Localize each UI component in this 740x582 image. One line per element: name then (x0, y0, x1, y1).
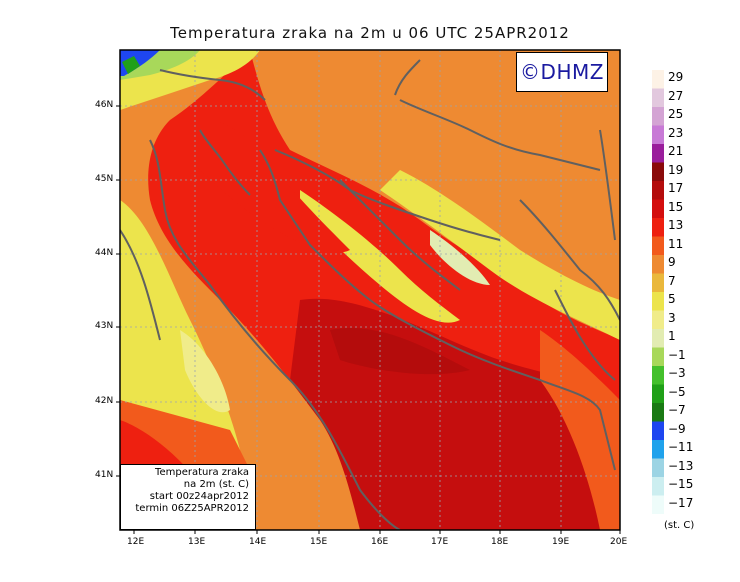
legend-label: −7 (668, 403, 686, 417)
sea-core-19 (330, 328, 470, 375)
legend-label: 13 (668, 218, 684, 232)
info-line-2: na 2m (st. C) (183, 479, 249, 490)
north-adriatic (180, 117, 350, 253)
legend-label: −17 (668, 495, 694, 510)
lat-label-41n: 41N (95, 470, 114, 480)
legend-label: 1 (668, 329, 676, 343)
legend-label: −3 (668, 366, 686, 380)
plot-frame (119, 49, 621, 531)
legend-label: 11 (668, 236, 684, 251)
legend-label: 29 (668, 70, 684, 84)
lat-label-43n: 43N (95, 321, 114, 331)
legend-label: −5 (668, 384, 686, 399)
legend-label: −1 (668, 347, 686, 362)
info-line-1: Temperatura zraka (155, 467, 249, 478)
legend-label: 27 (668, 88, 684, 103)
lon-label-13e: 13E (188, 537, 206, 547)
lat-label-45n: 45N (95, 174, 114, 184)
lat-label-44n: 44N (95, 248, 114, 258)
mountain-cool (430, 230, 490, 285)
info-line-3: start 00z24apr2012 (149, 491, 249, 502)
lon-label-16e: 16E (371, 537, 389, 547)
apennines-cool (180, 330, 230, 413)
legend-label: 7 (668, 273, 676, 288)
lon-label-15e: 15E (310, 537, 328, 547)
legend-unit: (st. C) (664, 520, 695, 531)
albania-land (540, 330, 620, 530)
legend-label: −9 (668, 421, 686, 436)
legend-label: 21 (668, 144, 684, 158)
legend-label: −15 (668, 477, 694, 491)
coastline-borders (120, 59, 620, 530)
legend-label: 23 (668, 125, 684, 140)
dhmz-logo: ©DHMZ (516, 52, 608, 92)
legend-label: 17 (668, 181, 684, 195)
lon-label-18e: 18E (491, 537, 509, 547)
legend-label: 15 (668, 199, 684, 214)
legend-label: 19 (668, 162, 684, 177)
alps-green (122, 56, 140, 74)
graticule (120, 50, 620, 530)
lat-label-46n: 46N (95, 100, 114, 110)
legend-label: 3 (668, 310, 676, 325)
legend-label: −11 (668, 440, 694, 454)
lon-label-12e: 12E (127, 537, 145, 547)
info-line-4: termin 06Z25APR2012 (135, 503, 249, 514)
lon-label-17e: 17E (431, 537, 449, 547)
lat-label-42n: 42N (95, 396, 114, 406)
lon-label-14e: 14E (249, 537, 267, 547)
info-box: Temperatura zraka na 2m (st. C) start 00… (120, 464, 256, 530)
lon-label-19e: 19E (552, 537, 570, 547)
legend-label: −13 (668, 458, 694, 473)
legend-label: 25 (668, 107, 684, 121)
legend-label: 5 (668, 292, 676, 306)
map-title: Temperatura zraka na 2m u 06 UTC 25APR20… (170, 24, 570, 42)
legend-label: 9 (668, 255, 676, 269)
lon-label-20e: 20E (610, 537, 628, 547)
axis-ticks (116, 105, 621, 534)
